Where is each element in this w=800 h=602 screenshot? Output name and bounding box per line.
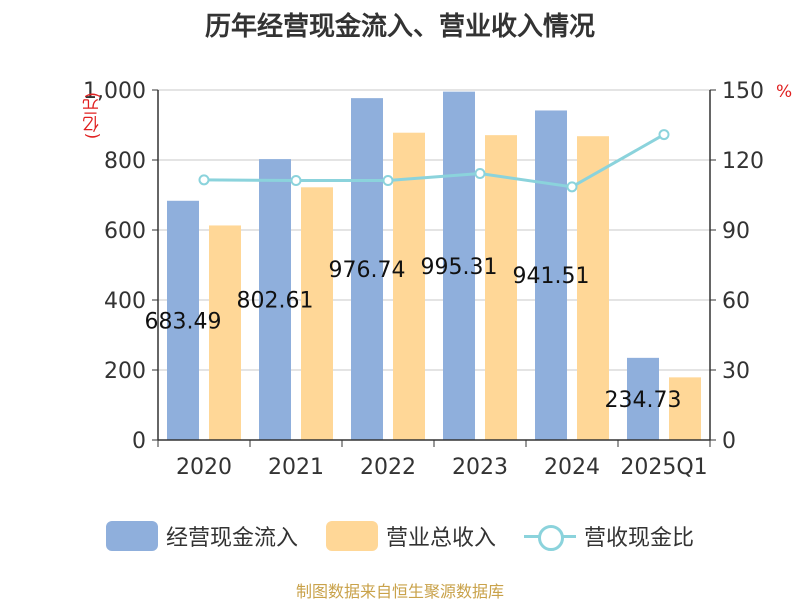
- data-label-cash-inflow: 941.51: [513, 264, 590, 289]
- bar-revenue: [393, 132, 425, 440]
- x-tick-label: 2021: [268, 455, 324, 480]
- x-tick-label: 2023: [452, 455, 508, 480]
- y-left-tick-label: 1,000: [83, 79, 146, 104]
- data-label-cash-inflow: 234.73: [605, 388, 682, 413]
- legend-swatch-cash-inflow: [105, 521, 158, 551]
- y-left-tick-label: 800: [104, 149, 146, 174]
- data-label-cash-inflow: 683.49: [145, 309, 222, 334]
- point-ratio: [658, 129, 670, 141]
- x-tick-label: 2022: [360, 455, 416, 480]
- bar-revenue: [485, 135, 517, 440]
- legend-label-cash-inflow: 经营现金流入: [165, 526, 298, 551]
- bar-revenue: [209, 225, 241, 440]
- legend-item-revenue[interactable]: 营业总收入: [325, 520, 496, 552]
- y-left-tick-label: 200: [104, 359, 146, 384]
- legend-swatch-revenue: [325, 521, 378, 551]
- bar-revenue: [301, 187, 333, 440]
- chart-title: 历年经营现金流入、营业收入情况: [204, 12, 595, 42]
- y-right-tick-label: 120: [722, 149, 764, 174]
- y-right-tick-label: 150: [722, 79, 764, 104]
- y-left-tick-label: 0: [132, 429, 146, 454]
- x-tick-label: 2024: [544, 455, 600, 480]
- data-label-cash-inflow: 995.31: [421, 255, 498, 280]
- x-tick-label: 2020: [176, 455, 232, 480]
- point-ratio: [566, 181, 578, 193]
- legend-marker-ratio: [524, 521, 576, 551]
- legend-label-revenue: 营业总收入: [385, 526, 496, 551]
- y-axis-left-label: (亿元): [83, 92, 103, 140]
- legend: 经营现金流入 营业总收入 营收现金比: [0, 516, 800, 556]
- y-left-tick-label: 600: [104, 219, 146, 244]
- y-axis-right-label: %: [776, 82, 793, 102]
- bar-cash-inflow: [443, 91, 475, 440]
- point-ratio: [382, 175, 394, 187]
- bar-revenue: [577, 136, 609, 440]
- bar-cash-inflow: [351, 98, 383, 441]
- bar-revenue: [669, 377, 701, 440]
- legend-label-ratio: 营收现金比: [584, 526, 695, 551]
- line-ratio: [203, 133, 665, 189]
- bar-cash-inflow: [535, 110, 567, 440]
- y-right-tick-label: 90: [722, 219, 750, 244]
- source-note: 制图数据来自恒生聚源数据库: [295, 582, 504, 601]
- data-label-cash-inflow: 976.74: [329, 258, 406, 283]
- y-left-tick-label: 400: [104, 289, 146, 314]
- x-tick-label: 2025Q1: [620, 455, 707, 480]
- y-right-tick-label: 60: [722, 289, 750, 314]
- point-ratio: [474, 168, 486, 180]
- legend-item-cash-inflow[interactable]: 经营现金流入: [105, 520, 298, 552]
- bar-cash-inflow: [627, 357, 659, 440]
- data-label-cash-inflow: 802.61: [237, 289, 314, 314]
- point-ratio: [198, 174, 210, 186]
- y-right-tick-label: 0: [722, 429, 736, 454]
- bar-cash-inflow: [259, 159, 291, 441]
- point-ratio: [290, 175, 302, 187]
- legend-item-ratio[interactable]: 营收现金比: [524, 520, 694, 552]
- bar-cash-inflow: [167, 200, 199, 440]
- y-right-tick-label: 30: [722, 359, 750, 384]
